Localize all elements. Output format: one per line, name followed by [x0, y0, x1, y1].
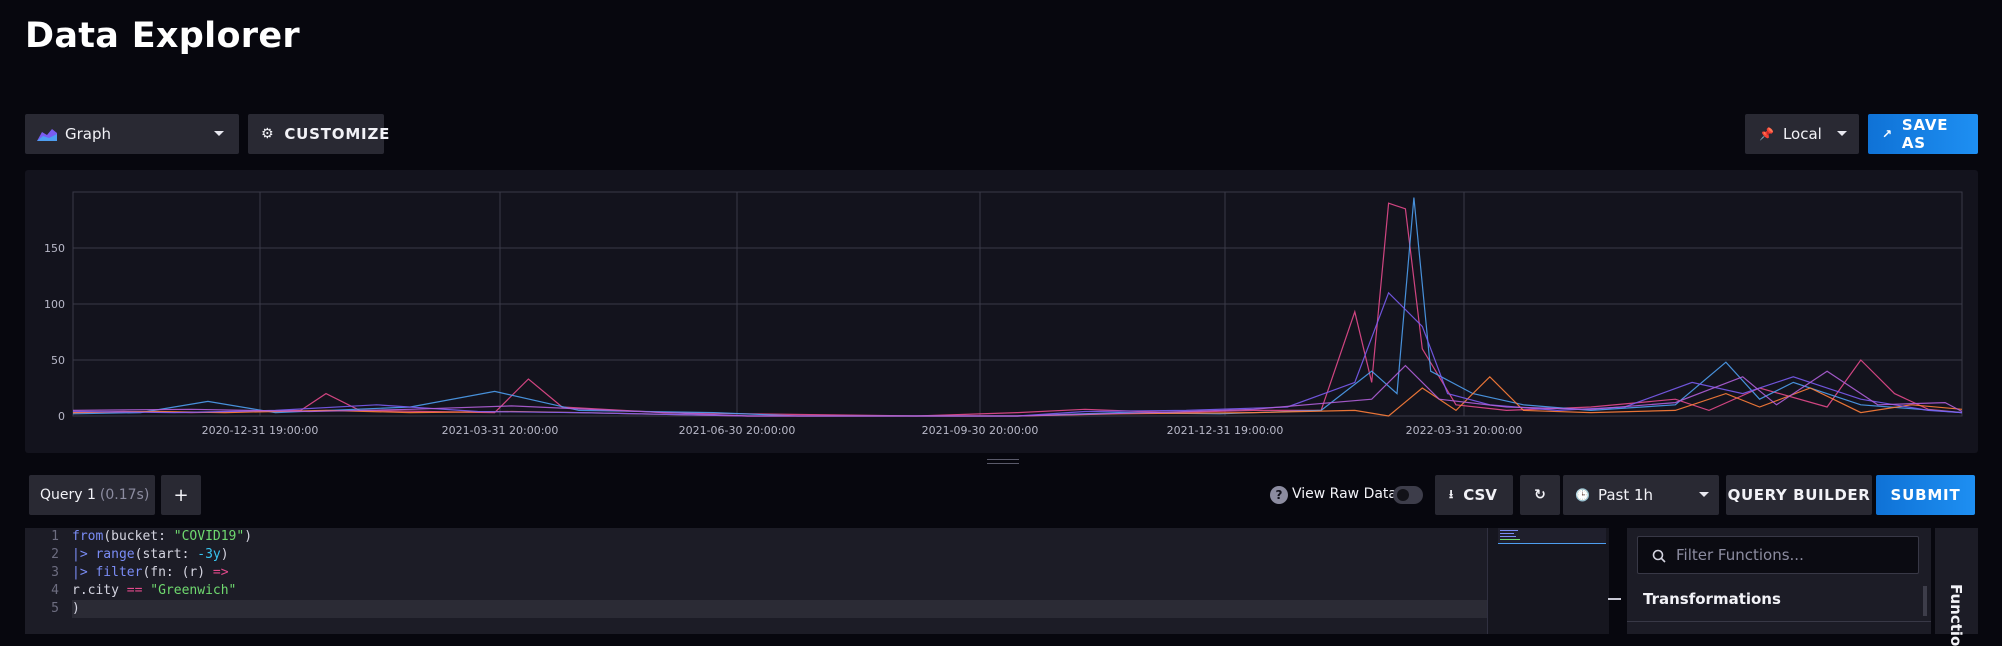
- query-tab-timing: (0.17s): [99, 487, 150, 503]
- line-number: 2: [51, 547, 59, 562]
- y-tick-label: 150: [44, 242, 65, 255]
- code-line: r.city == "Greenwich": [72, 583, 237, 598]
- timezone-label: Local: [1782, 125, 1822, 143]
- graph-icon: [37, 129, 57, 141]
- line-number: 3: [51, 565, 59, 580]
- functions-scrollbar[interactable]: [1923, 586, 1927, 616]
- code-line: |> filter(fn: (r) =>: [72, 565, 229, 580]
- resize-handle[interactable]: [987, 459, 1019, 467]
- code-line: from(bucket: "COVID19"): [72, 529, 253, 544]
- line-number: 5: [51, 601, 59, 616]
- timezone-dropdown[interactable]: 📌 Local: [1745, 114, 1859, 154]
- help-icon[interactable]: ?: [1270, 486, 1288, 504]
- series-line: [72, 197, 1963, 417]
- code-line: ): [72, 600, 1487, 618]
- graph-type-label: Graph: [65, 125, 112, 143]
- graph-type-dropdown[interactable]: Graph: [25, 114, 239, 154]
- search-icon: [1652, 549, 1666, 563]
- plus-icon: +: [173, 484, 189, 506]
- clock-icon: 🕒: [1575, 488, 1590, 502]
- y-tick-label: 100: [44, 298, 65, 311]
- graph-panel: 0 50 100 150 2020-12-31 19:00:00 2021-03-31 2…: [25, 170, 1978, 453]
- customize-button[interactable]: ⚙ CUSTOMIZE: [248, 114, 389, 154]
- view-raw-data-label: View Raw Data: [1292, 486, 1397, 502]
- pin-icon: 📌: [1759, 127, 1774, 141]
- series-line: [72, 364, 1963, 417]
- section-divider: [1627, 621, 1931, 622]
- code-line: |> range(start: -3y): [72, 547, 229, 562]
- csv-label: CSV: [1463, 486, 1497, 504]
- x-tick-label: 2021-12-31 19:00:00: [1167, 424, 1284, 437]
- gear-icon: ⚙: [261, 126, 275, 142]
- series-line: [72, 375, 1963, 417]
- y-tick-label: 50: [51, 354, 65, 367]
- line-chart: 0 50 100 150 2020-12-31 19:00:00 2021-03-31 2…: [44, 191, 1963, 437]
- transformations-heading: Transformations: [1643, 590, 1781, 608]
- functions-tab[interactable]: Functio: [1935, 528, 1978, 646]
- series-line: [72, 202, 1963, 417]
- x-tick-label: 2022-03-31 20:00:00: [1406, 424, 1523, 437]
- line-number: 1: [51, 529, 59, 544]
- save-as-button[interactable]: ↗ SAVE AS: [1868, 114, 1978, 154]
- x-tick-label: 2020-12-31 19:00:00: [202, 424, 319, 437]
- chevron-down-icon: [1837, 131, 1847, 136]
- view-raw-data-toggle[interactable]: [1393, 486, 1423, 504]
- code-lines[interactable]: from(bucket: "COVID19") |> range(start: …: [72, 528, 1487, 618]
- query-tab[interactable]: Query 1 (0.17s): [29, 475, 155, 515]
- editor-minimap[interactable]: [1487, 528, 1609, 634]
- filter-functions-input[interactable]: Filter Functions...: [1637, 536, 1919, 574]
- add-query-button[interactable]: +: [161, 475, 201, 515]
- x-tick-label: 2021-09-30 20:00:00: [922, 424, 1039, 437]
- functions-tab-label: Functio: [1947, 584, 1965, 646]
- submit-label: SUBMIT: [1890, 486, 1961, 504]
- submit-button[interactable]: SUBMIT: [1876, 475, 1975, 515]
- query-tab-label: Query 1: [40, 487, 96, 503]
- refresh-icon: ↻: [1534, 487, 1546, 503]
- time-range-label: Past 1h: [1597, 486, 1654, 504]
- panel-collapse-icon[interactable]: [1608, 598, 1621, 600]
- series-line: [72, 291, 1963, 417]
- csv-button[interactable]: ⭳ CSV: [1435, 475, 1513, 515]
- filter-functions-placeholder: Filter Functions...: [1676, 546, 1804, 564]
- functions-panel: Filter Functions... Transformations: [1627, 528, 1931, 634]
- line-number-gutter: 1 2 3 4 5: [25, 528, 71, 634]
- query-editor[interactable]: 1 2 3 4 5 from(bucket: "COVID19") |> ran…: [25, 528, 1487, 634]
- line-number: 4: [51, 583, 59, 598]
- y-tick-label: 0: [58, 410, 65, 423]
- download-icon: ⭳: [1449, 486, 1454, 501]
- page-title: Data Explorer: [25, 16, 300, 56]
- save-as-label: SAVE AS: [1901, 116, 1949, 152]
- time-range-dropdown[interactable]: 🕒 Past 1h: [1563, 475, 1719, 515]
- chevron-down-icon: [1699, 492, 1709, 497]
- chevron-down-icon: [214, 131, 224, 136]
- refresh-button[interactable]: ↻: [1520, 475, 1560, 515]
- customize-label: CUSTOMIZE: [284, 125, 391, 143]
- external-link-icon: ↗: [1882, 127, 1893, 141]
- x-tick-label: 2021-06-30 20:00:00: [679, 424, 796, 437]
- query-builder-label: QUERY BUILDER: [1727, 486, 1871, 504]
- query-builder-button[interactable]: QUERY BUILDER: [1726, 475, 1872, 515]
- x-tick-label: 2021-03-31 20:00:00: [442, 424, 559, 437]
